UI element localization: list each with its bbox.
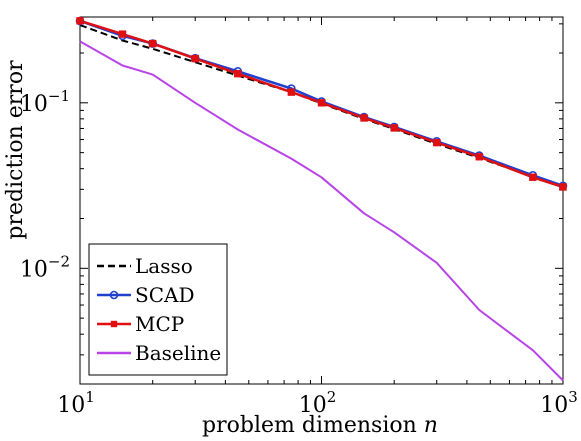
data-point-mcp: [559, 183, 567, 191]
data-point-mcp: [433, 138, 441, 147]
series-line-baseline: [79, 40, 564, 382]
x-tick-label: 101: [57, 388, 95, 418]
legend-marker-mcp: [110, 320, 118, 328]
data-point-mcp: [191, 54, 199, 63]
axis-ticks: 101 102 103 10−1 10−2: [20, 17, 578, 418]
data-point-mcp: [234, 69, 242, 78]
data-point-mcp: [475, 153, 483, 161]
x-tick-label: 102: [299, 388, 337, 418]
x-tick-label: 103: [540, 388, 578, 418]
series-markers: [75, 16, 568, 191]
legend: Lasso SCAD MCP Baseline: [88, 243, 228, 376]
y-tick-label: 10−1: [20, 87, 70, 117]
legend-label-baseline: Baseline: [135, 341, 221, 365]
x-axis-variable: n: [424, 413, 438, 438]
data-point-mcp: [148, 39, 157, 48]
data-point-mcp: [390, 124, 398, 132]
data-point-mcp: [76, 17, 84, 25]
data-point-mcp: [360, 114, 368, 122]
y-tick-label: 10−2: [20, 252, 70, 282]
data-point-mcp: [118, 30, 127, 38]
data-point-mcp: [317, 99, 326, 107]
legend-label-scad: SCAD: [135, 283, 194, 307]
legend-label-lasso: Lasso: [135, 254, 193, 278]
data-point-mcp: [287, 88, 296, 96]
data-point-mcp: [529, 173, 537, 181]
y-axis-label: prediction error: [3, 60, 28, 240]
legend-marker-scad: [109, 290, 119, 300]
x-axis-label: problem dimension n: [202, 413, 438, 438]
legend-label-mcp: MCP: [135, 312, 184, 336]
